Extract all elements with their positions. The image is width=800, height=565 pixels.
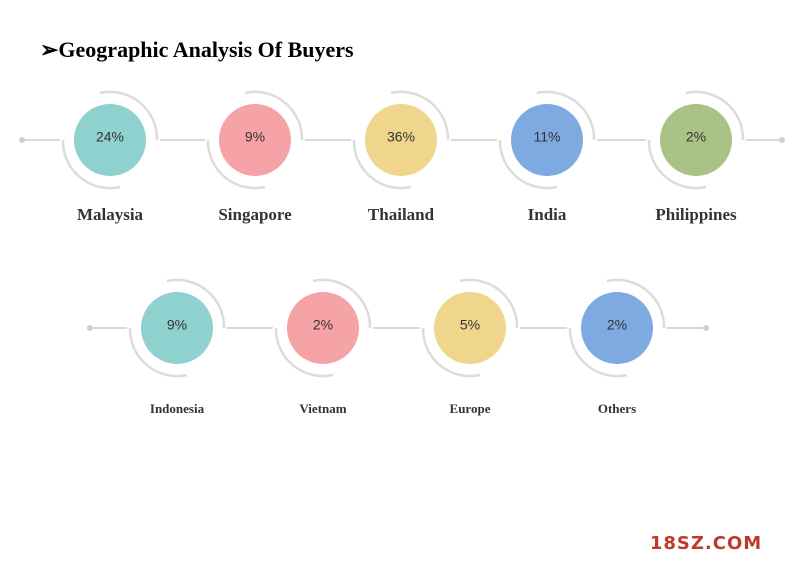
- arc: [536, 90, 596, 141]
- arc: [99, 90, 159, 141]
- arc: [459, 278, 519, 329]
- bubble: [434, 292, 506, 364]
- bubble: [287, 292, 359, 364]
- country-label: Singapore: [218, 205, 292, 224]
- bubble: [74, 104, 146, 176]
- end-dot: [87, 325, 93, 331]
- arc: [421, 327, 481, 378]
- country-label: Thailand: [368, 205, 435, 224]
- percentage: 2%: [686, 129, 706, 145]
- arc: [685, 90, 745, 141]
- arc: [312, 278, 372, 329]
- bubble: [581, 292, 653, 364]
- arc: [244, 90, 304, 141]
- country-label: Philippines: [655, 205, 737, 224]
- country-label: India: [528, 205, 567, 224]
- percentage: 9%: [245, 129, 265, 145]
- country-label: Europe: [450, 401, 491, 416]
- arc: [647, 139, 707, 190]
- arc: [274, 327, 334, 378]
- end-dot: [19, 137, 25, 143]
- percentage: 9%: [167, 317, 187, 333]
- arc: [352, 139, 412, 190]
- percentage: 24%: [96, 129, 124, 145]
- percentage: 2%: [313, 317, 333, 333]
- percentage: 5%: [460, 317, 480, 333]
- country-label: Indonesia: [150, 401, 205, 416]
- bubble: [141, 292, 213, 364]
- end-dot: [779, 137, 785, 143]
- percentage: 2%: [607, 317, 627, 333]
- country-label: Malaysia: [77, 205, 144, 224]
- arc: [166, 278, 226, 329]
- arc: [390, 90, 450, 141]
- arc: [498, 139, 558, 190]
- arc: [206, 139, 266, 190]
- country-label: Vietnam: [299, 401, 346, 416]
- percentage: 11%: [534, 129, 561, 145]
- bubble: [660, 104, 732, 176]
- arc: [128, 327, 188, 378]
- country-label: Others: [598, 401, 636, 416]
- arc: [606, 278, 666, 329]
- slide-title: ➢Geographic Analysis Of Buyers: [40, 37, 354, 62]
- bubble: [511, 104, 583, 176]
- end-dot: [703, 325, 709, 331]
- bubble: [365, 104, 437, 176]
- arc: [61, 139, 121, 190]
- bubble: [219, 104, 291, 176]
- percentage: 36%: [387, 129, 415, 145]
- watermark: 18SZ.COM: [650, 533, 762, 554]
- arc: [568, 327, 628, 378]
